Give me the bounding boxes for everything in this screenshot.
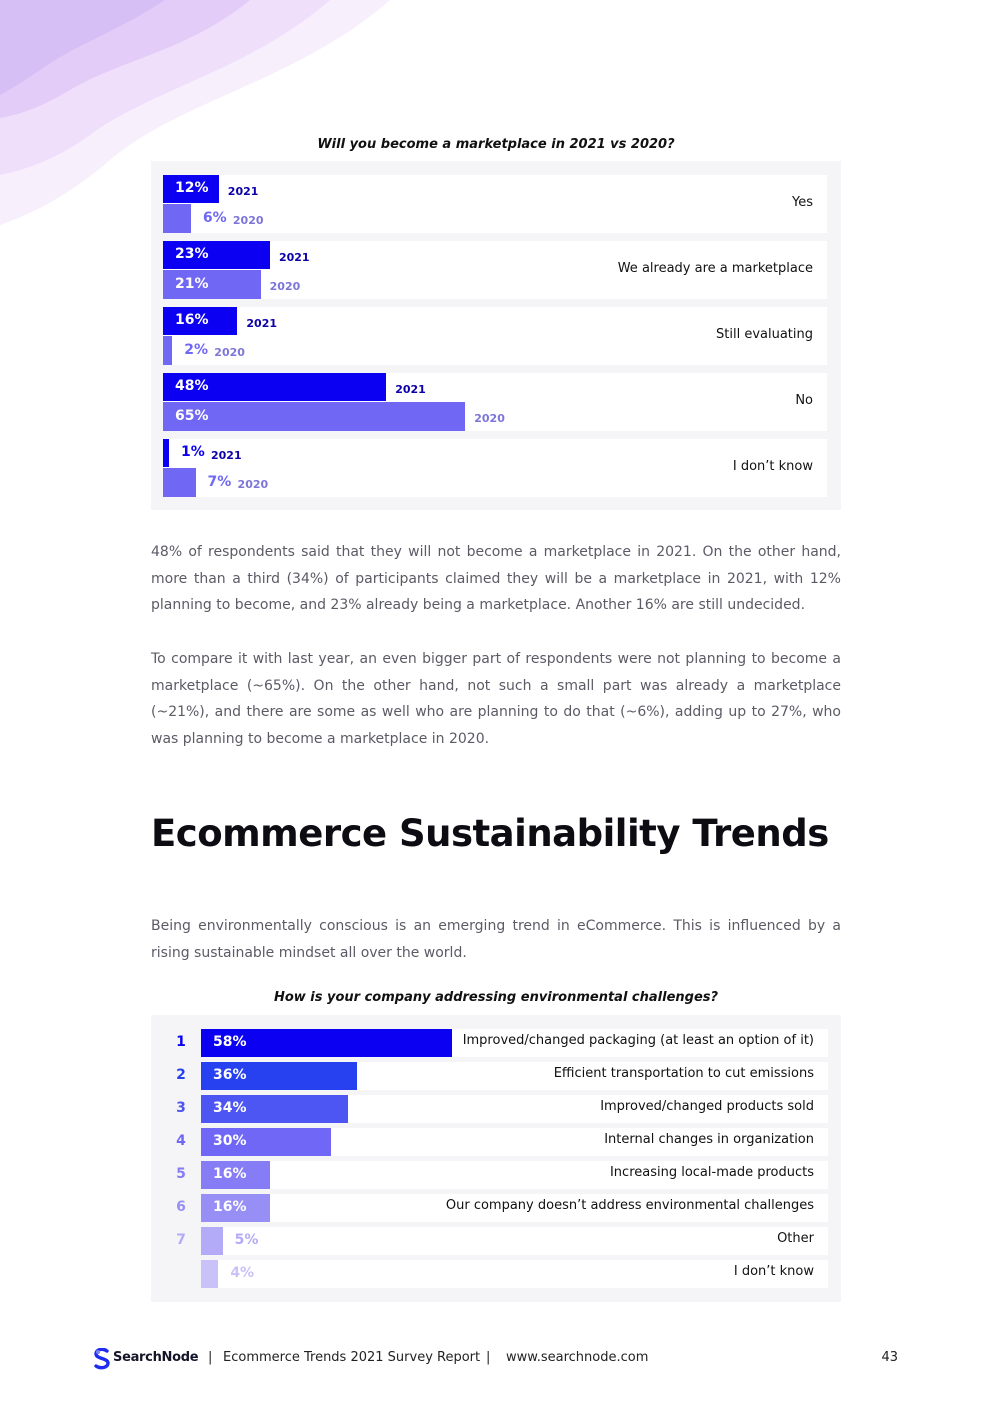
- chart1-row: 48% 2021 65% 2020 No: [163, 373, 827, 431]
- chart2-panel: 1 58% Improved/changed packaging (at least…: [151, 1015, 841, 1302]
- chart1-row: 23% 2021 21% 2020 We already are a marketpla…: [163, 241, 827, 299]
- chart2-value-label: 58%: [213, 1034, 247, 1050]
- chart1-bar-2020: [163, 336, 173, 365]
- chart1-row: 1% 2021 7% 2020 I don’t know: [163, 439, 827, 497]
- chart1-value-label: 48%: [175, 378, 209, 394]
- chart1-value-label: 12%: [175, 180, 209, 196]
- chart1-bar-2021: [163, 241, 270, 269]
- chart1-panel: 12% 2021 6% 2020 Yes 23% 2021 21% 2020 We already…: [151, 161, 841, 510]
- footer: SearchNode | Ecommerce Trends 2021 Surve…: [94, 1348, 898, 1370]
- chart1-bar-2020: [163, 204, 191, 233]
- chart1-bar-2020: [163, 402, 466, 431]
- decorative-waves: [0, 0, 390, 225]
- chart2-category-label: Efficient transportation to cut emission…: [553, 1066, 814, 1081]
- chart2-bar: [201, 1161, 271, 1189]
- chart1-bar-2021: [163, 439, 169, 467]
- chart1-category-label: No: [795, 393, 813, 408]
- chart2-rank-label: 1: [176, 1034, 186, 1050]
- chart1-value-label: 7%: [207, 473, 232, 490]
- chart1-value-label: 6%: [202, 209, 227, 226]
- section-heading: Ecommerce Sustainability Trends: [151, 812, 829, 855]
- chart2-row: 36% Efficient transportation to cut emiss…: [201, 1062, 828, 1090]
- chart2-row: 4% I don’t know: [201, 1260, 828, 1288]
- chart2-category-label: Internal changes in organization: [604, 1132, 814, 1147]
- chart2-rank-label: 7: [176, 1232, 186, 1248]
- chart2-bar: [201, 1194, 271, 1222]
- chart1-year-label: 2020: [232, 214, 264, 227]
- chart1-title: Will you become a marketplace in 2021 vs…: [317, 137, 675, 152]
- chart2-row: 5% Other: [201, 1227, 828, 1255]
- chart1-value-label: 16%: [175, 312, 209, 328]
- footer-report-title: Ecommerce Trends 2021 Survey Report: [223, 1350, 481, 1365]
- chart1-value-label: 23%: [175, 246, 209, 262]
- chart2-rank-label: 6: [176, 1199, 186, 1215]
- chart1-bar-2021: [163, 175, 219, 203]
- footer-separator: |: [486, 1350, 491, 1365]
- chart2-value-label: 30%: [213, 1133, 247, 1149]
- chart2-rank-label: 5: [176, 1166, 186, 1182]
- chart1-bar-2021: [163, 307, 238, 335]
- chart1-value-label: 65%: [175, 407, 209, 424]
- chart2-bar: [201, 1095, 349, 1123]
- chart2-bar: [201, 1029, 453, 1057]
- chart1-row: 12% 2021 6% 2020 Yes: [163, 175, 827, 233]
- chart2-bar: [201, 1260, 219, 1288]
- chart1-year-label: 2020: [474, 412, 505, 425]
- chart1-value-label: 2%: [184, 341, 209, 358]
- chart2-rank-label: 2: [176, 1067, 186, 1083]
- chart2-value-label: 36%: [213, 1067, 247, 1083]
- chart2-rank-label: 4: [176, 1133, 186, 1149]
- chart1-category-label: Yes: [792, 195, 813, 210]
- chart2-value-label: 5%: [234, 1232, 259, 1248]
- chart1-value-label: 21%: [175, 275, 209, 292]
- chart1-year-label: 2020: [237, 478, 269, 491]
- chart2-value-label: 16%: [213, 1199, 247, 1215]
- chart2-row: 58% Improved/changed packaging (at least …: [201, 1029, 828, 1057]
- chart2-category-label: Increasing local-made products: [609, 1165, 814, 1180]
- paragraph-2: To compare it with last year, an even bi…: [151, 651, 841, 748]
- chart2-row: 16% Increasing local-made products: [201, 1161, 828, 1189]
- chart2-rank-label: 3: [176, 1100, 186, 1116]
- footer-separator: |: [208, 1350, 213, 1365]
- chart1-year-label: 2021: [278, 250, 310, 264]
- chart1-category-label: We already are a marketplace: [617, 261, 813, 276]
- paragraph-1: 48% of respondents said that they will n…: [151, 544, 841, 614]
- chart1-category-label: I don’t know: [732, 459, 813, 474]
- chart1-value-label: 1%: [181, 444, 205, 460]
- chart2-row: 30% Internal changes in organization: [201, 1128, 828, 1156]
- paragraph-3: Being environmentally conscious is an em…: [151, 918, 841, 961]
- chart2-bar: [201, 1227, 223, 1255]
- chart2-value-label: 34%: [213, 1100, 247, 1116]
- chart1-year-label: 2021: [227, 184, 259, 198]
- chart2-row: 34% Improved/changed products sold: [201, 1095, 828, 1123]
- page-number: 43: [881, 1350, 898, 1365]
- chart1-category-label: Still evaluating: [716, 327, 813, 342]
- chart2-bar: [201, 1128, 331, 1156]
- chart1-year-label: 2020: [269, 280, 301, 293]
- chart2-category-label: Improved/changed products sold: [600, 1099, 814, 1114]
- chart2-category-label: I don’t know: [733, 1264, 814, 1279]
- chart1-year-label: 2021: [395, 382, 426, 396]
- chart1-bar-2020: [163, 468, 196, 497]
- chart1-year-label: 2020: [214, 346, 245, 359]
- chart2-value-label: 4%: [230, 1265, 255, 1281]
- chart2-bar: [201, 1062, 357, 1090]
- chart2-category-label: Improved/changed packaging (at least an …: [462, 1033, 814, 1048]
- footer-url[interactable]: www.searchnode.com: [506, 1350, 649, 1365]
- chart1-bar-2020: [163, 270, 261, 299]
- chart1-bar-2021: [163, 373, 387, 401]
- chart2-row: 16% Our company doesn’t address environme…: [201, 1194, 828, 1222]
- chart2-category-label: Our company doesn’t address environmenta…: [445, 1198, 814, 1213]
- chart2-category-label: Other: [777, 1231, 814, 1246]
- chart1-year-label: 2021: [246, 316, 278, 330]
- searchnode-logo-icon: [94, 1348, 110, 1370]
- chart2-title: How is your company addressing environme…: [273, 990, 719, 1005]
- logo-wordmark: SearchNode: [113, 1350, 199, 1365]
- chart1-row: 16% 2021 2% 2020 Still evaluating: [163, 307, 827, 365]
- chart1-year-label: 2021: [211, 448, 242, 462]
- chart2-value-label: 16%: [213, 1166, 247, 1182]
